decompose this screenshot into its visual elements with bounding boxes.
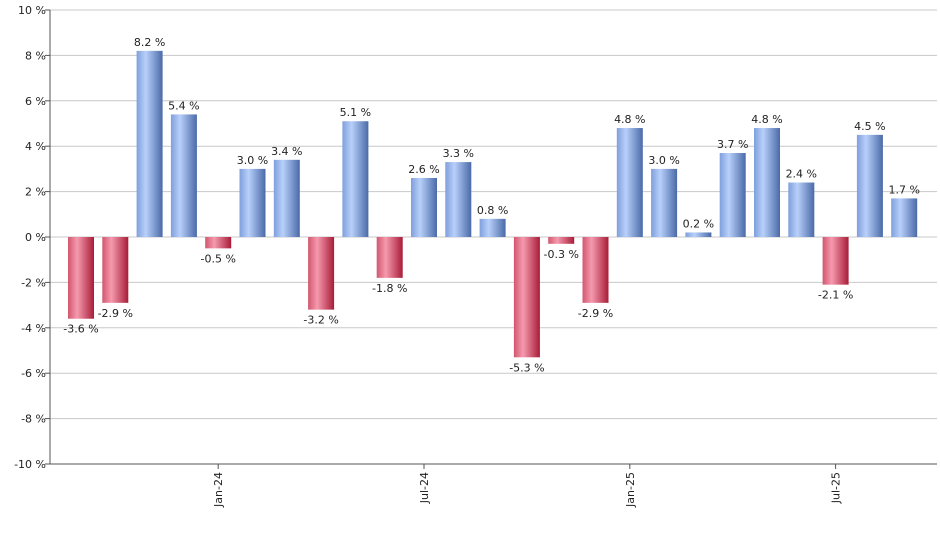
data-label: -2.9 %: [98, 307, 133, 320]
data-label: -0.3 %: [543, 248, 578, 261]
x-tick-label: Jan-24: [212, 472, 225, 508]
bar-positive: [136, 50, 163, 237]
data-label: 4.5 %: [854, 120, 885, 133]
bar-positive: [445, 162, 472, 237]
data-label: 5.1 %: [340, 106, 371, 119]
y-tick-label: -10 %: [14, 458, 46, 471]
data-label: -5.3 %: [509, 361, 544, 374]
y-tick-label: 4 %: [25, 140, 46, 153]
bar-positive: [411, 177, 437, 237]
bar-positive: [651, 168, 678, 237]
y-axis-tick-labels: -10 % -8 % -6 % -4 % -2 % 0 % 2 % 4 % 6 % 8 % 10 %: [14, 4, 46, 471]
y-tick-label: -6 %: [21, 367, 46, 380]
data-label: 2.4 %: [786, 168, 817, 181]
bar-positive: [616, 128, 643, 237]
y-tick-label: 8 %: [25, 49, 46, 62]
bar-positive: [719, 153, 746, 237]
data-label: -1.8 %: [372, 282, 407, 295]
data-label: 4.8 %: [751, 113, 782, 126]
y-tick-label: -2 %: [21, 276, 46, 289]
bar-negative: [308, 237, 335, 310]
data-label: 3.0 %: [648, 154, 679, 167]
bar-negative: [68, 237, 94, 319]
bar-positive: [856, 134, 883, 237]
bar-negative: [582, 237, 609, 303]
bar-negative: [548, 237, 575, 244]
data-label: -3.6 %: [63, 323, 98, 336]
data-label: -2.9 %: [578, 307, 613, 320]
data-label: 8.2 %: [134, 36, 165, 49]
data-label: 2.6 %: [408, 163, 439, 176]
y-tick-label: 10 %: [18, 4, 46, 17]
axes: [45, 9, 937, 469]
data-label: 4.8 %: [614, 113, 645, 126]
y-tick-label: 0 %: [25, 231, 46, 244]
bar-positive: [754, 128, 780, 237]
bar-positive: [239, 168, 266, 237]
data-label: 3.4 %: [271, 145, 302, 158]
bar-positive: [479, 218, 506, 237]
data-label: 0.2 %: [683, 217, 714, 230]
data-label: -2.1 %: [818, 289, 853, 302]
data-label: 0.8 %: [477, 204, 508, 217]
y-tick-label: -8 %: [21, 413, 46, 426]
y-tick-label: -4 %: [21, 322, 46, 335]
data-label: -3.2 %: [303, 314, 338, 327]
bar-positive: [342, 121, 369, 237]
data-labels: -3.6 %-2.9 %8.2 %5.4 %-0.5 %3.0 %3.4 %-3…: [63, 36, 920, 374]
bar-negative: [513, 237, 540, 358]
bar-positive: [788, 182, 815, 237]
data-label: 1.7 %: [888, 183, 919, 196]
x-tick-label: Jan-25: [624, 472, 637, 508]
y-tick-label: 6 %: [25, 95, 46, 108]
bar-positive: [170, 114, 197, 237]
bars: [68, 50, 918, 358]
data-label: 3.3 %: [443, 147, 474, 160]
data-label: 5.4 %: [168, 99, 199, 112]
bar-positive: [273, 159, 300, 237]
data-label: 3.7 %: [717, 138, 748, 151]
data-label: -0.5 %: [200, 252, 235, 265]
x-tick-label: Jul-25: [830, 472, 843, 504]
x-tick-label: Jul-24: [418, 472, 431, 504]
x-axis-tick-labels: Jan-24 Jul-24 Jan-25 Jul-25: [212, 472, 842, 508]
bar-positive: [891, 198, 918, 237]
y-tick-label: 2 %: [25, 186, 46, 199]
data-label: 3.0 %: [237, 154, 268, 167]
bar-positive: [685, 232, 712, 237]
bar-negative: [205, 237, 232, 249]
bar-negative: [822, 237, 849, 285]
bar-negative: [102, 237, 129, 303]
bar-negative: [376, 237, 403, 278]
